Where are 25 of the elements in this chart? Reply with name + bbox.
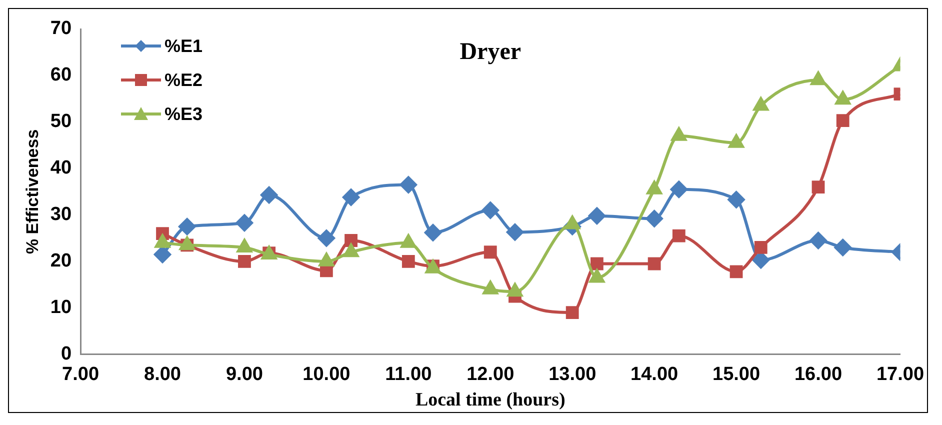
legend-label: %E2: [164, 70, 203, 90]
y-tick-label: 70: [50, 18, 72, 40]
x-tick-label: 14.00: [630, 364, 678, 386]
y-tick-label: 40: [50, 158, 72, 179]
y-tick-label: 30: [50, 204, 72, 226]
legend-label: %E1: [164, 36, 203, 56]
x-tick-label: 9.00: [226, 364, 263, 386]
x-tick-label: 11.00: [385, 364, 432, 386]
x-tick-label: 7.00: [62, 364, 100, 386]
x-tick-label: 8.00: [144, 364, 181, 386]
x-tick-label: 12.00: [466, 364, 514, 386]
x-tick-label: 15.00: [712, 364, 760, 386]
x-tick-label: 13.00: [548, 364, 596, 386]
y-tick-label: 50: [50, 111, 72, 132]
y-axis-title: % Effictiveness: [22, 129, 42, 254]
y-tick-label: 10: [50, 297, 72, 318]
y-tick-label: 20: [50, 250, 72, 272]
x-tick-label: 17.00: [876, 364, 924, 386]
legend-label: %E3: [164, 104, 203, 124]
x-axis-title: Local time (hours): [415, 390, 566, 411]
y-tick-label: 0: [60, 344, 72, 365]
x-tick-label: 16.00: [794, 364, 842, 386]
chart-title: Dryer: [458, 39, 522, 66]
y-tick-label: 60: [50, 64, 72, 86]
x-tick-label: 10.00: [302, 364, 350, 386]
